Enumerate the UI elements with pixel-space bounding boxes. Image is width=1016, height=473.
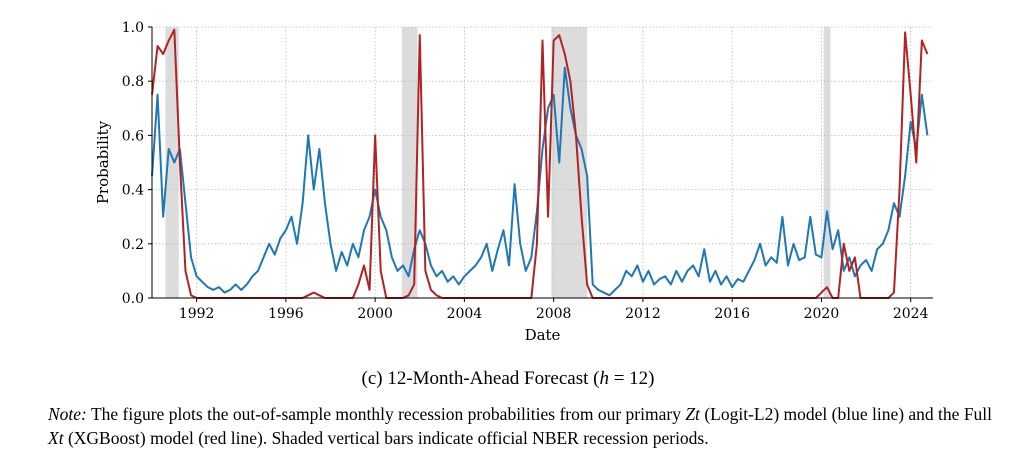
recession-band <box>165 27 179 298</box>
note-text-1: The figure plots the out-of-sample month… <box>86 404 686 424</box>
series-line-xgboost <box>151 28 929 299</box>
caption-prefix: (c) 12-Month-Ahead Forecast ( <box>361 368 600 389</box>
x-tick-label: 2004 <box>447 306 483 322</box>
y-tick-label: 0.2 <box>122 237 144 253</box>
caption-var: h <box>599 368 609 389</box>
x-tick-label: 2020 <box>804 306 840 322</box>
caption-suffix: = 12) <box>608 368 655 389</box>
recession-band <box>823 27 831 298</box>
y-axis-label: Probability <box>94 120 112 204</box>
figure-caption: (c) 12-Month-Ahead Forecast (h = 12) <box>0 368 1016 390</box>
note-text-2: (Logit-L2) model (blue line) and the Ful… <box>699 404 993 424</box>
note-var-z: Zt <box>685 404 700 424</box>
recession-probability-chart: 0.0 0.2 0.4 0.6 0.8 1.0 1992 1996 2000 2004 2008 20… <box>94 20 933 344</box>
x-tick-label: 2008 <box>536 306 572 322</box>
x-tick-label: 1992 <box>179 306 215 322</box>
series-line-logit-l2 <box>151 66 929 297</box>
x-tick-label: 2024 <box>893 306 929 322</box>
y-tick-label: 0.0 <box>122 291 144 307</box>
x-tick-label: 2016 <box>714 306 750 322</box>
x-axis-label: Date <box>525 326 561 344</box>
y-tick-label: 0.4 <box>122 183 144 199</box>
y-tick-label: 0.8 <box>122 74 144 90</box>
y-tick-label: 0.6 <box>122 128 144 144</box>
note-text-3: (XGBoost) model (red line). Shaded verti… <box>63 428 709 448</box>
figure-note: Note: The figure plots the out-of-sample… <box>48 402 1008 450</box>
note-label: Note: <box>48 404 87 424</box>
recession-band <box>551 27 588 298</box>
x-tick-label: 2012 <box>625 306 661 322</box>
recession-band <box>401 27 418 298</box>
note-var-x: Xt <box>48 428 64 448</box>
x-tick-label: 2000 <box>357 306 393 322</box>
y-tick-label: 1.0 <box>122 20 144 36</box>
x-tick-label: 1996 <box>268 306 304 322</box>
